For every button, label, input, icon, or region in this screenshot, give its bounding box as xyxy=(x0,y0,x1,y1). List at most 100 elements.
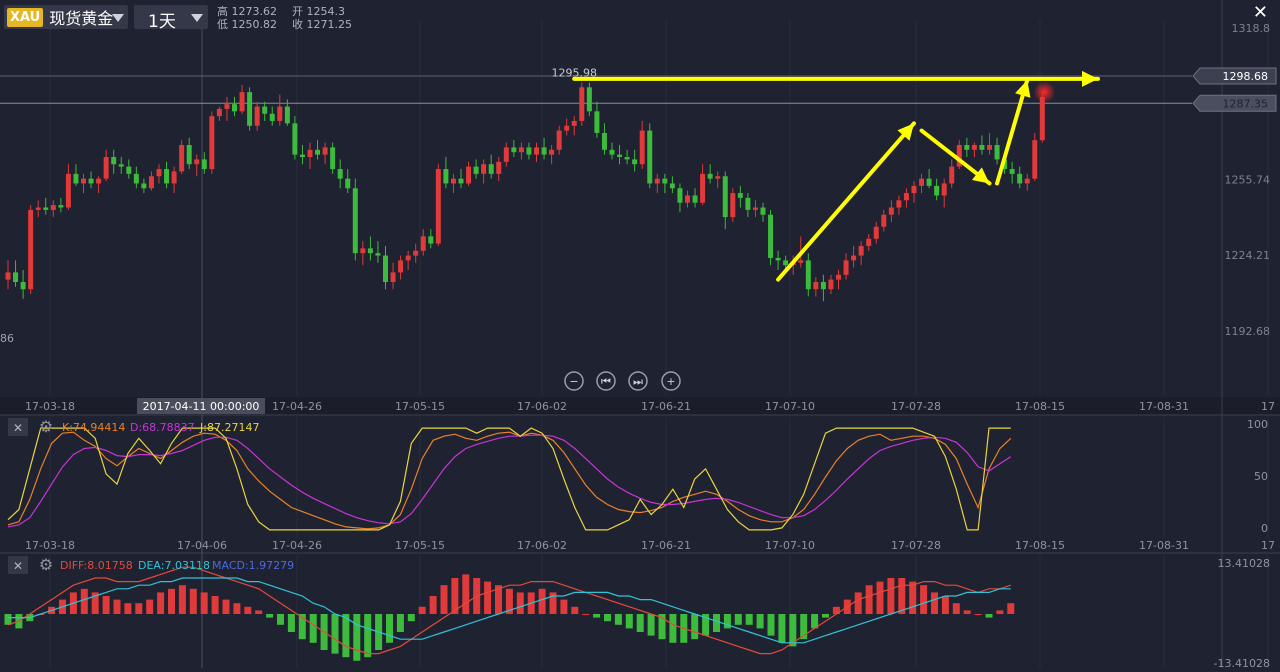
macd-bar xyxy=(298,614,306,640)
candle-body xyxy=(836,274,841,280)
candle-body xyxy=(677,188,683,203)
macd-bar xyxy=(277,614,284,625)
next-button[interactable]: ⏭ xyxy=(628,371,648,391)
candle-body xyxy=(518,147,524,153)
x-tick-label: 17 xyxy=(1261,400,1275,413)
kdj-legend: K:74.94414 xyxy=(62,421,125,434)
target-arrow xyxy=(572,70,1100,87)
y-tick-label: 86 xyxy=(0,332,14,345)
candle-body xyxy=(224,104,230,109)
peak-price-label: 1295.98 xyxy=(552,67,598,80)
high-value: 高 1273.62 xyxy=(217,5,277,18)
close-panel-button xyxy=(8,556,28,574)
candle-body xyxy=(964,145,970,150)
timeframe-selector[interactable]: 1天 xyxy=(134,5,208,32)
macd-bar xyxy=(255,610,263,614)
macd-bar xyxy=(1007,603,1015,614)
candle-body xyxy=(737,193,743,198)
candle-body xyxy=(481,164,487,174)
macd-bar xyxy=(505,588,513,614)
candle-body xyxy=(586,87,592,112)
x-tick-label: 17-08-15 xyxy=(1015,400,1065,413)
candle-body xyxy=(413,250,419,256)
candle-body xyxy=(601,132,607,150)
candle-body xyxy=(277,106,283,121)
candle-body xyxy=(435,169,441,244)
macd-bar xyxy=(887,578,895,614)
macd-bar xyxy=(386,614,393,643)
macd-legend: DEA:7.03118 xyxy=(138,559,210,572)
macd-bar xyxy=(538,588,546,614)
candle-body xyxy=(216,108,222,117)
symbol-badge: XAU xyxy=(7,7,44,27)
candle-body xyxy=(111,157,117,165)
x-tick-label: 17-04-26 xyxy=(272,400,322,413)
candle-body xyxy=(254,106,260,126)
candle-body xyxy=(232,104,237,112)
zoom-in-icon xyxy=(661,371,681,391)
candle-body xyxy=(450,178,456,184)
zoom-out-button[interactable]: − xyxy=(564,371,584,391)
macd-bar xyxy=(920,585,928,614)
candle-body xyxy=(926,178,932,186)
candle-body xyxy=(118,164,124,167)
candle-body xyxy=(617,154,623,158)
candle-body xyxy=(171,171,177,184)
macd-bar xyxy=(266,614,274,618)
macd-bar xyxy=(495,585,502,614)
macd-bar xyxy=(822,614,829,618)
zoom-in-button[interactable]: + xyxy=(661,371,681,391)
macd-bar xyxy=(745,614,753,625)
candle-body xyxy=(35,207,41,210)
x-tick-label: 17-06-21 xyxy=(641,400,691,413)
macd-bar xyxy=(941,596,949,614)
prev-button[interactable]: ⏮ xyxy=(596,371,616,391)
kdj-legend: J:87.27147 xyxy=(199,421,259,434)
ohlc-open-close: 开 1254.3 收 1271.25 xyxy=(292,5,352,31)
macd-bar xyxy=(135,603,143,614)
kdj-legend: D:68.78837 xyxy=(130,421,195,434)
candle-body xyxy=(919,178,925,186)
trend-arrow-up xyxy=(776,121,916,282)
macd-panel: ✕ ⚙ DIFF:8.01758 DEA:7.03118 MACD:1.97279 13.… xyxy=(4,555,1270,670)
macd-bar xyxy=(974,614,982,615)
candle-body xyxy=(473,166,479,174)
macd-bar xyxy=(865,585,873,614)
candle-body xyxy=(73,173,79,184)
macd-bar xyxy=(462,574,470,614)
candle-body xyxy=(707,173,713,179)
candle-body xyxy=(866,238,872,246)
macd-bar xyxy=(582,614,590,615)
y-tick-label: 1255.74 xyxy=(1225,173,1271,186)
candle-body xyxy=(262,106,268,114)
candle-body xyxy=(133,173,139,184)
macd-bar xyxy=(222,599,230,614)
crosshair-date-label: 2017-04-11 00:00:00 xyxy=(143,400,260,413)
macd-bar xyxy=(178,585,186,614)
macd-bar xyxy=(560,599,568,614)
macd-bar xyxy=(571,606,579,614)
candle-body xyxy=(375,253,381,256)
macd-bar xyxy=(756,614,764,629)
candle-body xyxy=(5,272,11,280)
candle-body xyxy=(956,145,962,167)
candle-body xyxy=(126,166,132,174)
price-label-box xyxy=(1192,94,1277,112)
control-glyph: ⏭ xyxy=(633,375,643,388)
macd-bar xyxy=(614,614,622,625)
close-button[interactable]: ✕ xyxy=(1252,2,1268,23)
candle-body xyxy=(813,282,819,290)
macd-bar xyxy=(931,592,938,614)
candle-body xyxy=(692,195,698,203)
macd-bar xyxy=(963,610,971,614)
candle-body xyxy=(556,130,562,150)
symbol-selector[interactable]: XAU 现货黄金 xyxy=(4,5,128,29)
macd-bar xyxy=(4,614,12,625)
macd-bar xyxy=(636,614,644,632)
candle-body xyxy=(949,166,955,184)
candle-body xyxy=(50,205,56,210)
candle-body xyxy=(654,178,660,184)
candle-body xyxy=(360,248,366,254)
candle-body xyxy=(88,178,94,184)
